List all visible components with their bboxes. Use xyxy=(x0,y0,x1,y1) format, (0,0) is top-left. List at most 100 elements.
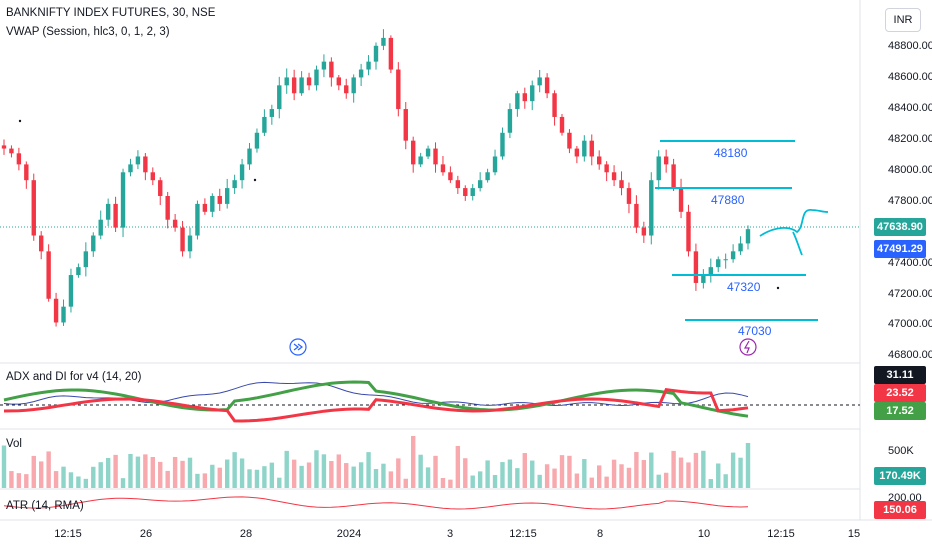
volume-bar xyxy=(626,467,632,488)
volume-bar xyxy=(16,473,22,488)
candle-body xyxy=(113,203,118,228)
volume-bar xyxy=(678,457,684,488)
volume-bar xyxy=(515,468,520,488)
candle-body xyxy=(552,93,557,117)
candle-body xyxy=(61,306,66,323)
candle-body xyxy=(425,148,431,157)
level-label-47320: 47320 xyxy=(727,280,761,294)
volume-bar xyxy=(403,478,408,488)
volume-bar xyxy=(537,474,542,488)
volume-bar xyxy=(1,445,7,488)
earnings-event-icon[interactable] xyxy=(739,338,757,356)
volume-bar xyxy=(455,445,461,488)
marker-dot xyxy=(18,119,22,123)
candle-body xyxy=(530,85,535,102)
candle-body xyxy=(239,164,245,181)
candle-body xyxy=(344,85,349,94)
atr-line xyxy=(3,496,749,510)
volume-bar xyxy=(53,471,59,488)
projection-curve-branch[interactable] xyxy=(792,231,803,256)
volume-bar xyxy=(329,461,334,488)
volume-bar xyxy=(589,477,594,488)
candle-body xyxy=(187,235,193,252)
volume-bar xyxy=(24,474,29,488)
candle-body xyxy=(46,251,51,299)
volume-bar xyxy=(68,472,74,488)
volume-bar xyxy=(135,456,141,488)
candle-body xyxy=(522,93,527,102)
volume-bar xyxy=(723,474,728,488)
adx-legend[interactable]: ADX and DI for v4 (14, 20) xyxy=(6,371,142,383)
projection-curve[interactable] xyxy=(759,209,829,237)
volume-bar xyxy=(277,477,282,488)
volume-value-tag: 170.49K xyxy=(874,467,926,485)
candle-body xyxy=(678,188,684,212)
volume-bar xyxy=(321,454,327,488)
volume-bar xyxy=(574,473,580,488)
candle-body xyxy=(180,227,185,252)
candle-body xyxy=(39,235,44,252)
price-tick: 47200.00 xyxy=(888,288,932,300)
volume-bar xyxy=(582,459,587,488)
candle-body xyxy=(745,229,751,244)
volume-legend[interactable]: Vol xyxy=(6,438,22,450)
candle-body xyxy=(336,77,341,86)
candle-body xyxy=(701,275,706,283)
volume-bar xyxy=(671,450,676,488)
candle-body xyxy=(254,132,260,149)
volume-bar xyxy=(485,460,490,488)
volume-bar xyxy=(433,455,438,488)
volume-bar xyxy=(239,458,245,488)
candle-body xyxy=(507,109,513,133)
volume-bar xyxy=(46,451,51,488)
candle-body xyxy=(433,148,438,165)
candle-body xyxy=(388,37,394,70)
candle-body xyxy=(604,164,609,173)
volume-bar xyxy=(418,454,423,488)
volume-bar xyxy=(500,462,505,488)
candle-body xyxy=(24,164,29,181)
candle-body xyxy=(314,69,319,86)
fast-forward-icon xyxy=(293,343,303,351)
candle-body xyxy=(448,172,453,181)
atr-legend[interactable]: ATR (14, RMA) xyxy=(6,500,84,512)
candle-body xyxy=(537,77,542,86)
candle-body xyxy=(470,188,475,196)
price-tick: 48400.00 xyxy=(888,102,932,114)
price-tick: 46800.00 xyxy=(888,349,932,361)
candle-body xyxy=(440,164,446,173)
volume-bar xyxy=(388,471,394,488)
level-label-47030: 47030 xyxy=(738,324,772,338)
di-plus-line xyxy=(3,380,749,418)
price-tick: 48200.00 xyxy=(888,133,932,145)
candle-body xyxy=(135,156,141,165)
candle-body xyxy=(619,180,624,189)
time-label: 26 xyxy=(139,528,153,540)
volume-bar xyxy=(195,473,200,488)
volume-bar xyxy=(31,455,36,488)
volume-bar xyxy=(522,453,527,488)
candle-body xyxy=(671,164,676,189)
symbol-title[interactable]: BANKNIFTY INDEX FUTURES, 30, NSE xyxy=(6,7,216,19)
candle-body xyxy=(641,227,647,236)
volume-bar xyxy=(425,467,431,488)
time-label: 12:15 xyxy=(54,528,82,540)
candle-body xyxy=(105,203,111,220)
candle-body xyxy=(649,180,654,236)
candle-body xyxy=(716,259,721,268)
candle-body xyxy=(277,85,282,110)
candle-body xyxy=(284,77,289,86)
volume-bar xyxy=(381,463,386,488)
candle-body xyxy=(567,132,572,149)
volume-bar xyxy=(738,457,743,488)
volume-bar xyxy=(745,442,751,488)
candle-body xyxy=(723,259,728,261)
di-minus-line xyxy=(3,387,749,423)
volume-bar xyxy=(396,458,401,488)
currency-button[interactable]: INR xyxy=(885,8,921,32)
volume-bar xyxy=(559,455,565,488)
candle-body xyxy=(656,156,661,181)
volume-bar xyxy=(120,478,126,488)
vwap-legend[interactable]: VWAP (Session, hlc3, 0, 1, 2, 3) xyxy=(6,26,170,38)
